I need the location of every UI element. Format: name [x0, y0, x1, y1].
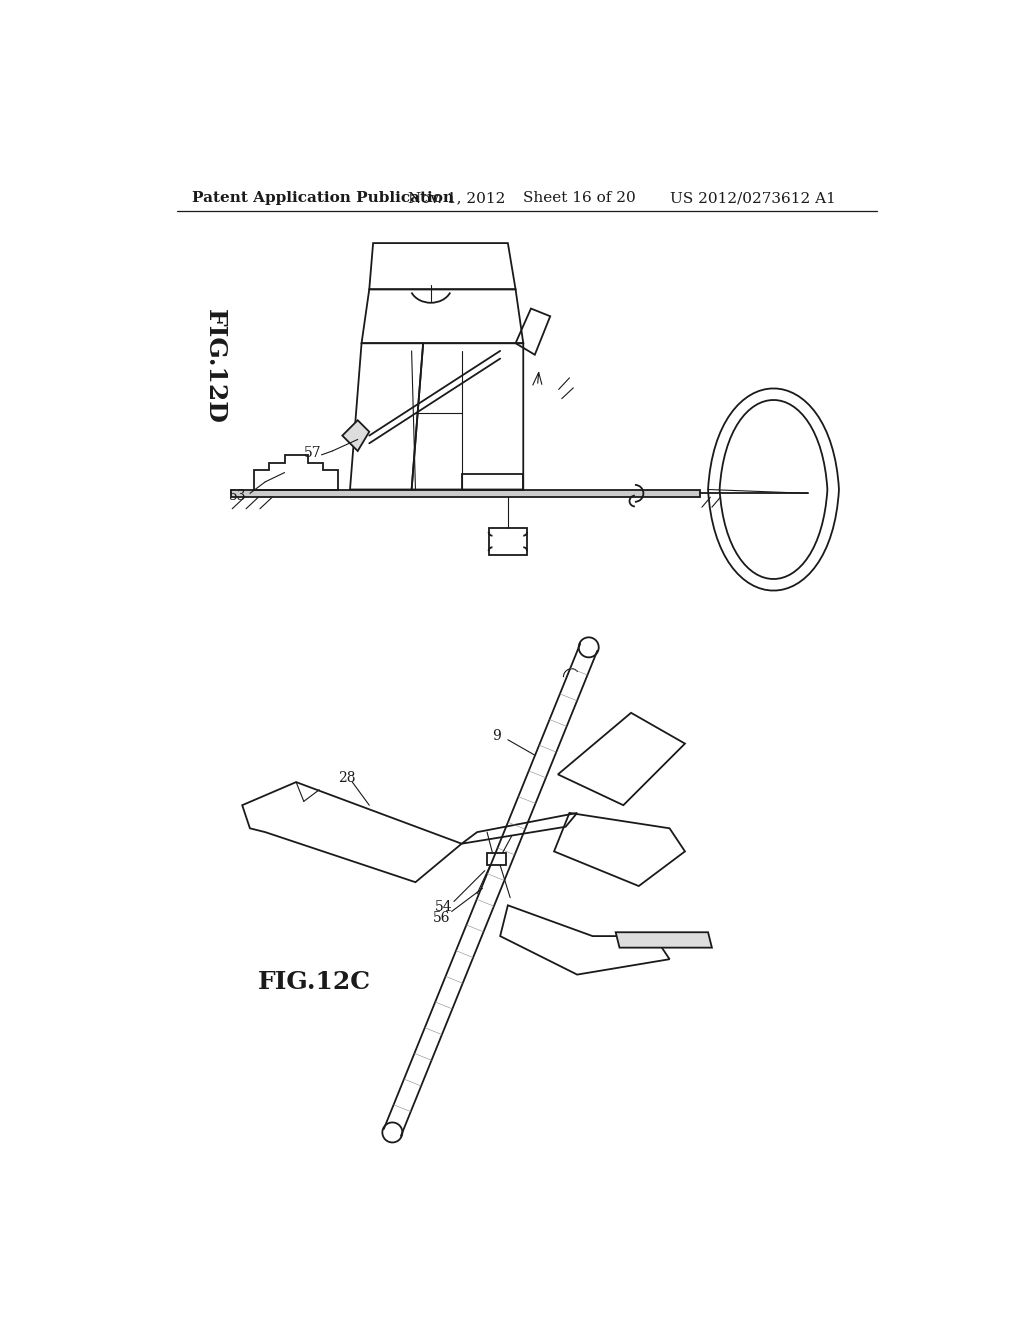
- Text: 57: 57: [304, 446, 322, 461]
- Text: Nov. 1, 2012: Nov. 1, 2012: [408, 191, 505, 206]
- Text: 9: 9: [493, 729, 501, 743]
- Text: US 2012/0273612 A1: US 2012/0273612 A1: [670, 191, 836, 206]
- Text: Sheet 16 of 20: Sheet 16 of 20: [523, 191, 636, 206]
- Text: Patent Application Publication: Patent Application Publication: [193, 191, 455, 206]
- Text: 56: 56: [433, 911, 451, 924]
- Polygon shape: [230, 490, 700, 498]
- Text: 28: 28: [339, 771, 356, 785]
- Polygon shape: [342, 420, 370, 451]
- Polygon shape: [488, 528, 527, 554]
- Text: 54: 54: [435, 900, 453, 913]
- Text: FIG.12D: FIG.12D: [203, 309, 227, 424]
- Polygon shape: [487, 853, 506, 866]
- Text: FIG.12C: FIG.12C: [258, 970, 371, 994]
- Polygon shape: [615, 932, 712, 948]
- Text: 53: 53: [229, 488, 247, 503]
